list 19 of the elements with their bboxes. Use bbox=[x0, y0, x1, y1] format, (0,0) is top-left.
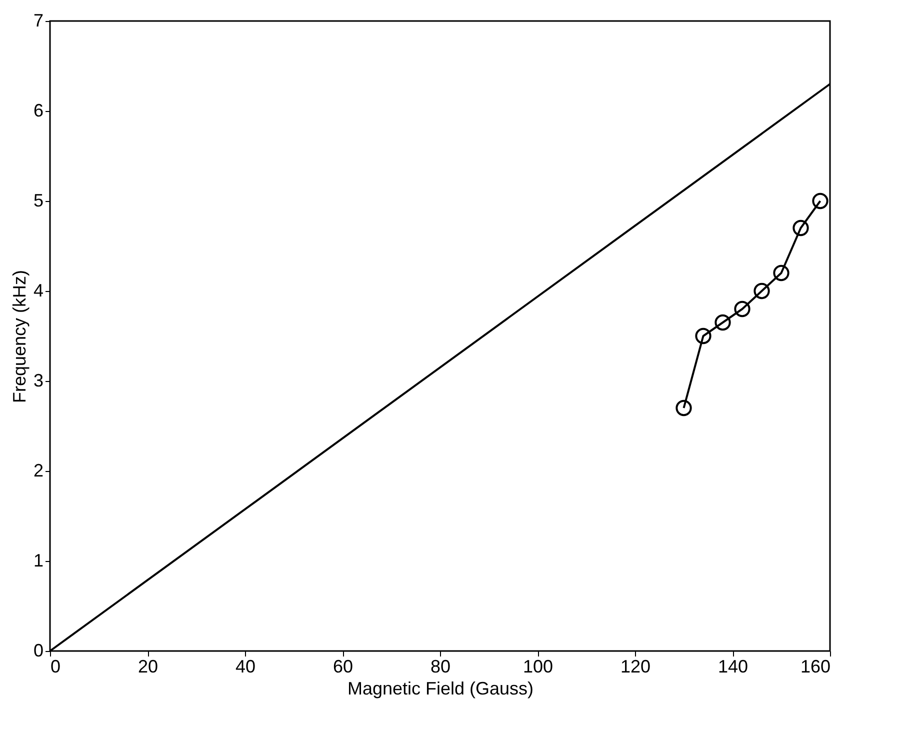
y-tick-label: 1 bbox=[33, 550, 44, 570]
x-tick-label: 160 bbox=[800, 656, 830, 676]
y-tick-label: 7 bbox=[33, 10, 44, 30]
y-tick-label: 0 bbox=[33, 640, 44, 660]
x-tick-label: 0 bbox=[50, 656, 61, 676]
x-tick-label: 40 bbox=[235, 656, 256, 676]
x-axis-title: Magnetic Field (Gauss) bbox=[347, 678, 534, 698]
x-tick-label: 100 bbox=[522, 656, 554, 676]
x-tick-label: 60 bbox=[332, 656, 354, 676]
y-tick-label: 4 bbox=[33, 280, 44, 300]
x-tick-label: 120 bbox=[620, 656, 651, 676]
y-tick-label: 5 bbox=[33, 190, 44, 210]
y-tick-label: 3 bbox=[33, 370, 44, 390]
y-axis-title: Frequency (kHz) bbox=[9, 270, 30, 404]
y-tick-label: 2 bbox=[33, 460, 44, 480]
x-tick-label: 20 bbox=[138, 656, 158, 676]
x-tick-label: 140 bbox=[718, 656, 748, 676]
y-tick-label: 6 bbox=[33, 100, 44, 120]
x-tick-label: 80 bbox=[430, 656, 451, 676]
